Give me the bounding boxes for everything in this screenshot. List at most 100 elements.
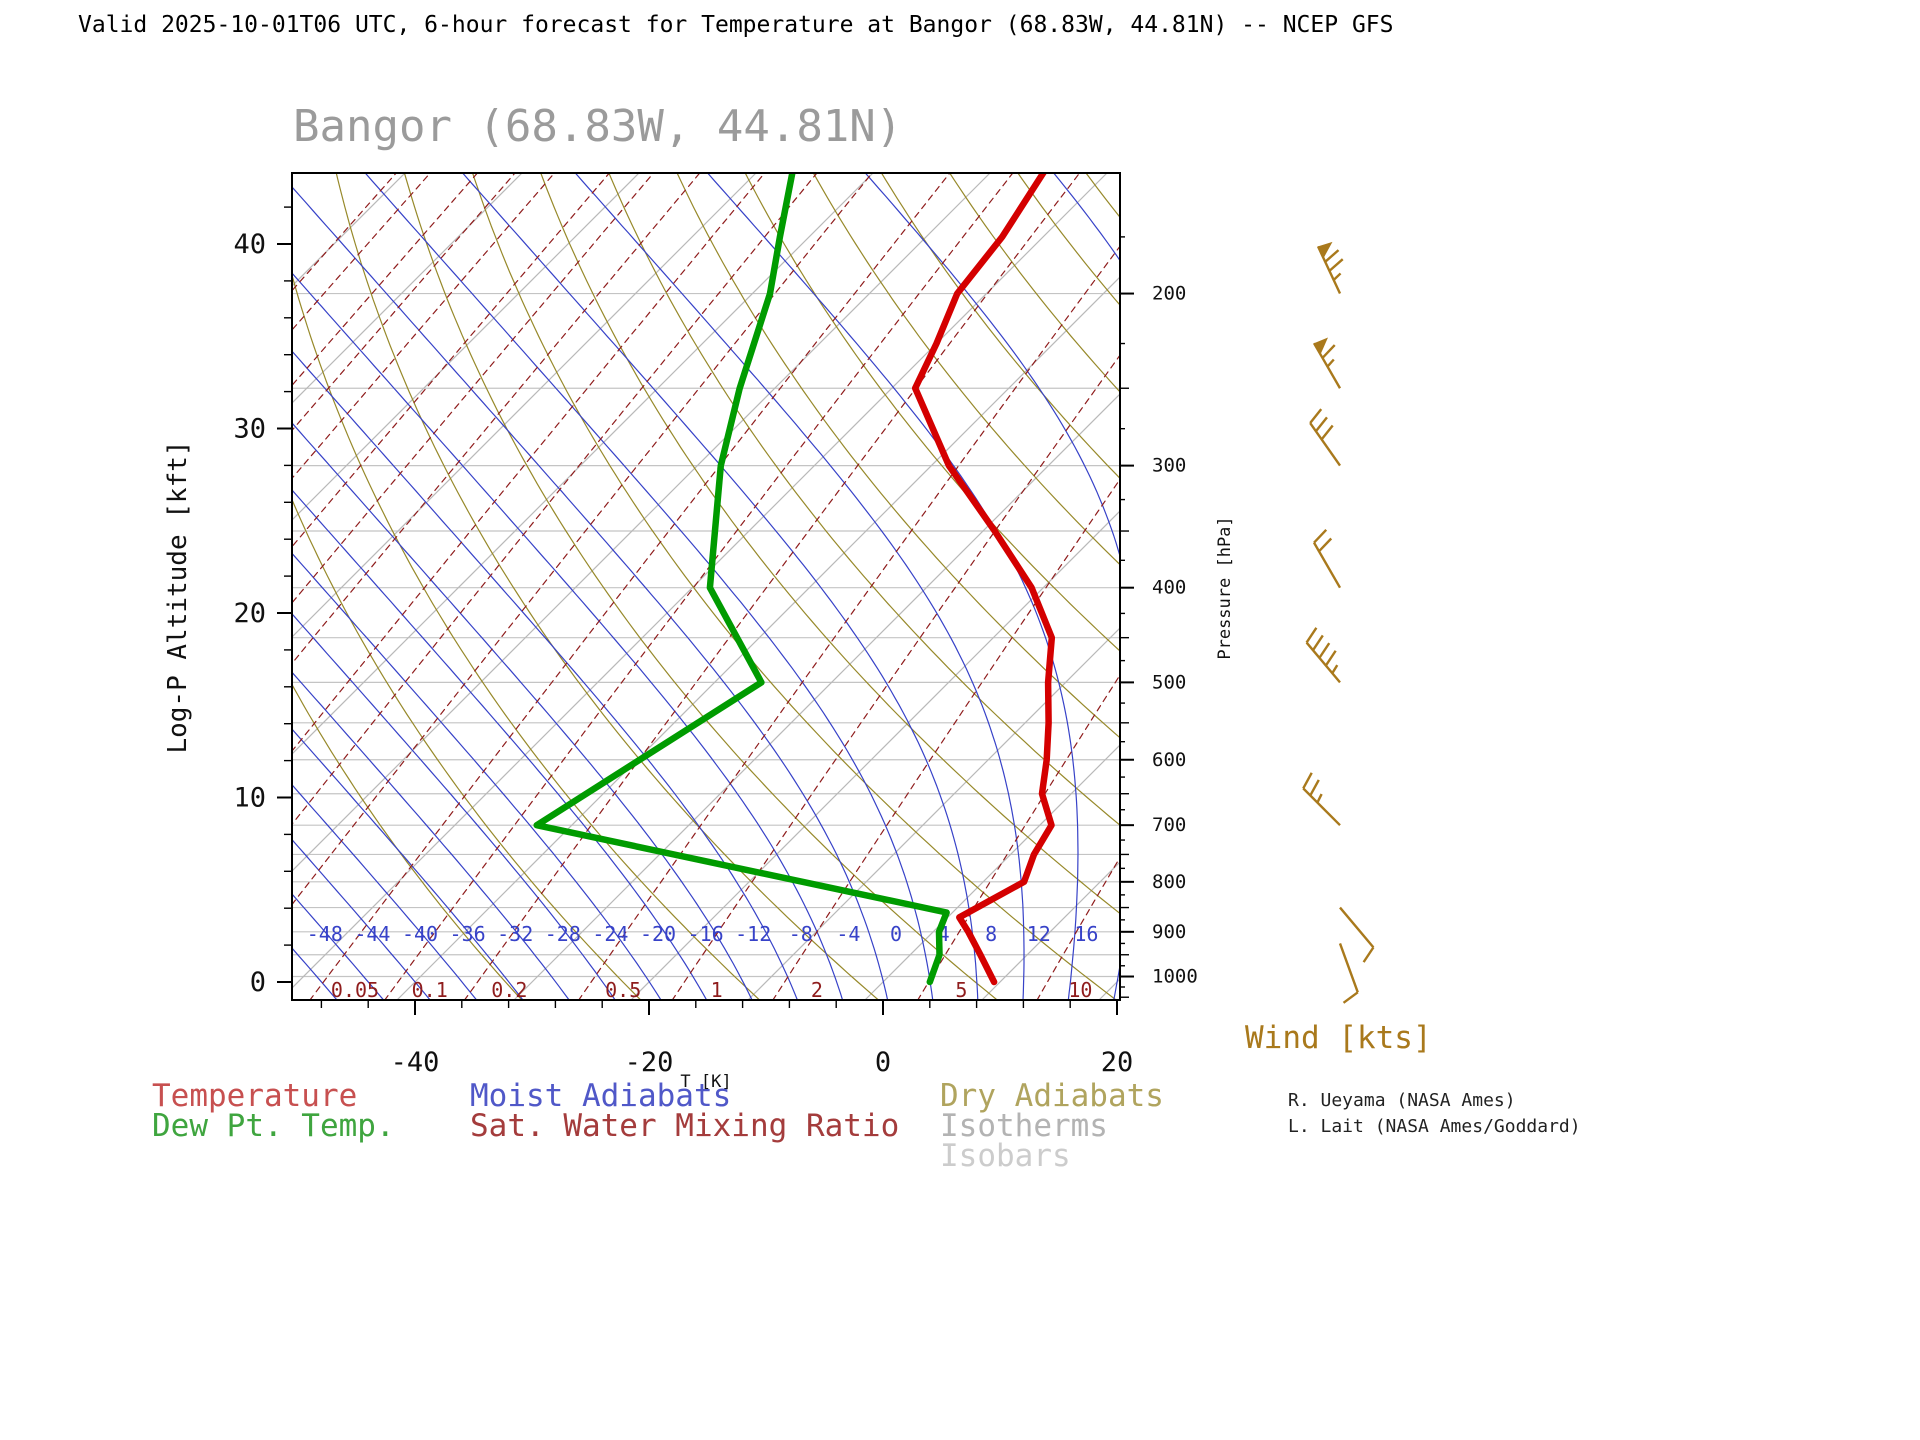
wind-barb-full bbox=[1324, 249, 1340, 263]
wind-barb-full bbox=[1302, 772, 1313, 789]
pressure-tick-label: 300 bbox=[1152, 455, 1186, 477]
moist-adiabat-line bbox=[292, 838, 431, 1000]
wind-barb-pennant bbox=[1318, 241, 1333, 259]
mixing-ratio-line bbox=[463, 173, 1080, 1000]
wind-barb-staff bbox=[1302, 787, 1341, 827]
dry-adiabat-line bbox=[608, 173, 1120, 826]
wind-barb-full bbox=[1318, 642, 1331, 659]
mixing-ratio-label: 2 bbox=[811, 978, 823, 1002]
wind-barb bbox=[1312, 528, 1342, 589]
isotherm-line bbox=[292, 173, 757, 638]
altitude-tick-label: 20 bbox=[233, 598, 266, 629]
wind-barb-full bbox=[1342, 991, 1359, 1004]
legend-dewpoint: Dew Pt. Temp. bbox=[152, 1108, 395, 1144]
dry-adiabat-line bbox=[292, 273, 761, 1000]
wind-barb-full bbox=[1312, 634, 1324, 651]
temperature-curve bbox=[911, 173, 1056, 986]
wind-barb-full bbox=[1305, 627, 1318, 644]
mixing-ratio-line bbox=[1165, 174, 1650, 1001]
moist-adiabat-label: 8 bbox=[985, 922, 997, 946]
wind-barb-staff bbox=[1339, 906, 1375, 949]
temperature-tick-label: 20 bbox=[1101, 1047, 1134, 1078]
wind-barb bbox=[1312, 337, 1342, 389]
wind-barb-full bbox=[1318, 537, 1333, 553]
moist-adiabat-label: -4 bbox=[836, 922, 860, 946]
mixing-ratio-line bbox=[292, 173, 515, 432]
plot-background-layer: -48 -44 -40 -36 -32 -28 -24 -20 -16 -12 -8 -4 0 4 8 12 1… bbox=[0, 167, 1920, 1002]
moist-adiabat-line bbox=[706, 173, 1079, 1000]
altitude-tick-label: 0 bbox=[250, 967, 266, 998]
mixing-ratio-line bbox=[384, 173, 1013, 1000]
altitude-tick-label: 10 bbox=[233, 783, 266, 814]
dry-adiabat-line bbox=[1085, 173, 1120, 219]
mixing-ratio-line bbox=[292, 173, 654, 604]
wind-barb-full bbox=[1321, 344, 1336, 359]
x-axis-label: T [K] bbox=[680, 1072, 731, 1092]
mixing-ratio-line bbox=[292, 173, 555, 480]
temperature-tick-label: 0 bbox=[875, 1047, 891, 1078]
wind-barb-full bbox=[1324, 650, 1337, 667]
mixing-ratio-label: 0.5 bbox=[605, 978, 641, 1002]
y-axis-label: Log-P Altitude [kft] bbox=[163, 440, 193, 753]
moist-adiabat-line bbox=[461, 173, 979, 1000]
isotherm-line bbox=[630, 510, 1120, 1000]
wind-barb-full bbox=[1314, 416, 1328, 432]
pressure-axis-label: Pressure [hPa] bbox=[1215, 516, 1235, 659]
moist-adiabat-line bbox=[292, 783, 478, 1000]
mixing-ratio-label: 10 bbox=[1068, 978, 1092, 1002]
isotherm-line bbox=[292, 173, 523, 404]
moist-adiabat-label: -48 bbox=[307, 922, 343, 946]
mixing-ratio-line bbox=[292, 173, 430, 331]
wind-barb-full bbox=[1313, 528, 1328, 544]
pressure-tick-label: 1000 bbox=[1152, 966, 1198, 988]
moist-adiabat-line bbox=[0, 277, 244, 1000]
moist-adiabat-line bbox=[292, 671, 570, 1000]
mixing-ratio-line bbox=[1036, 856, 1120, 1000]
mixing-ratio-line bbox=[309, 173, 950, 1000]
wind-barb-full bbox=[1362, 946, 1375, 963]
moist-adiabat-label: -28 bbox=[545, 922, 581, 946]
wind-barb-staff bbox=[1338, 943, 1359, 993]
moist-adiabat-line bbox=[292, 552, 662, 1000]
isotherm-line bbox=[396, 276, 1120, 1000]
moist-adiabat-label: -8 bbox=[789, 922, 813, 946]
moist-adiabat-line bbox=[292, 350, 799, 1000]
moist-adiabat-label: -24 bbox=[592, 922, 628, 946]
dry-adiabat-line bbox=[335, 173, 880, 1000]
wind-barb bbox=[1316, 241, 1344, 295]
mixing-ratio-line bbox=[671, 354, 1120, 1000]
dry-adiabat-line bbox=[540, 173, 1120, 915]
moist-adiabat-label: -36 bbox=[450, 922, 486, 946]
wind-barb-staff bbox=[1309, 422, 1341, 467]
moist-adiabat-label: 16 bbox=[1074, 922, 1098, 946]
legend-moist-adiabats: Moist Adiabats bbox=[470, 1078, 731, 1114]
wind-barb-full bbox=[1309, 408, 1323, 424]
wind-barb-half bbox=[1331, 664, 1339, 674]
legend-temperature: Temperature bbox=[152, 1078, 357, 1114]
pressure-tick-label: 700 bbox=[1152, 814, 1186, 836]
isotherm-line bbox=[0, 173, 54, 1000]
legend-isotherms: Isotherms bbox=[940, 1108, 1108, 1144]
profiles-layer bbox=[533, 173, 1056, 986]
moist-adiabat-line bbox=[1343, 167, 1699, 1001]
dewpoint-curve bbox=[533, 173, 950, 986]
wind-barb bbox=[1302, 772, 1341, 827]
mixing-ratio-label: 5 bbox=[955, 978, 967, 1002]
moist-adiabat-label: -20 bbox=[640, 922, 676, 946]
plot-frame bbox=[291, 172, 1121, 1001]
moist-adiabat-line bbox=[292, 728, 524, 1000]
moist-adiabat-line bbox=[292, 489, 708, 1000]
dry-adiabat-line bbox=[292, 498, 642, 1000]
isotherm-line bbox=[513, 393, 1120, 1000]
moist-adiabat-line bbox=[1251, 167, 1454, 1001]
chart-title: Bangor (68.83W, 44.81N) bbox=[293, 101, 902, 152]
dry-adiabat-line bbox=[880, 173, 1120, 480]
mixing-ratio-label: 0.1 bbox=[412, 978, 448, 1002]
wind-barb-full bbox=[1320, 424, 1334, 441]
wind-barb-full bbox=[1309, 779, 1320, 797]
dry-adiabat-line bbox=[744, 173, 1120, 652]
dry-adiabat-line bbox=[1220, 170, 1920, 1000]
wind-barb-full bbox=[1328, 258, 1344, 272]
isotherm-line bbox=[0, 173, 171, 1000]
